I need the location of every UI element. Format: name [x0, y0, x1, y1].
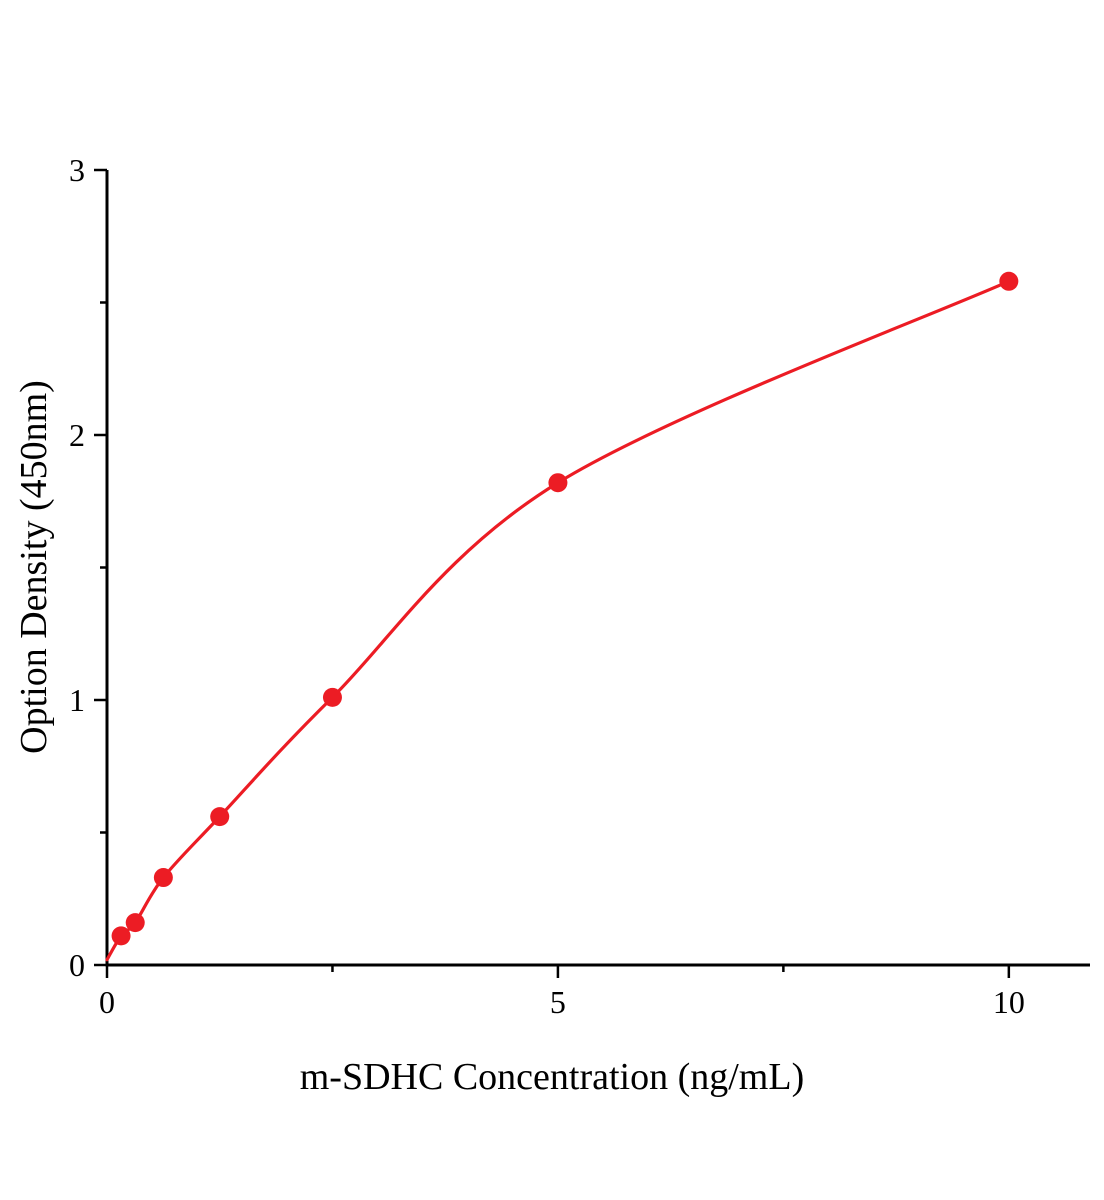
data-point — [125, 913, 145, 933]
data-point — [322, 687, 342, 707]
y-tick-label: 0 — [69, 947, 85, 983]
x-tick-label: 10 — [993, 984, 1025, 1020]
y-tick-label: 3 — [69, 152, 85, 188]
fit-curve — [105, 279, 1011, 962]
y-axis-label: Option Density (450nm) — [13, 380, 55, 754]
y-tick-label: 1 — [69, 682, 85, 718]
data-point — [548, 473, 568, 493]
x-tick-label: 0 — [99, 984, 115, 1020]
x-tick-label: 5 — [550, 984, 566, 1020]
data-point — [153, 868, 173, 888]
data-point — [111, 926, 131, 946]
data-point — [210, 807, 230, 827]
data-point — [999, 271, 1019, 291]
y-tick-label: 2 — [69, 417, 85, 453]
x-axis-label: m-SDHC Concentration (ng/mL) — [299, 1056, 805, 1098]
